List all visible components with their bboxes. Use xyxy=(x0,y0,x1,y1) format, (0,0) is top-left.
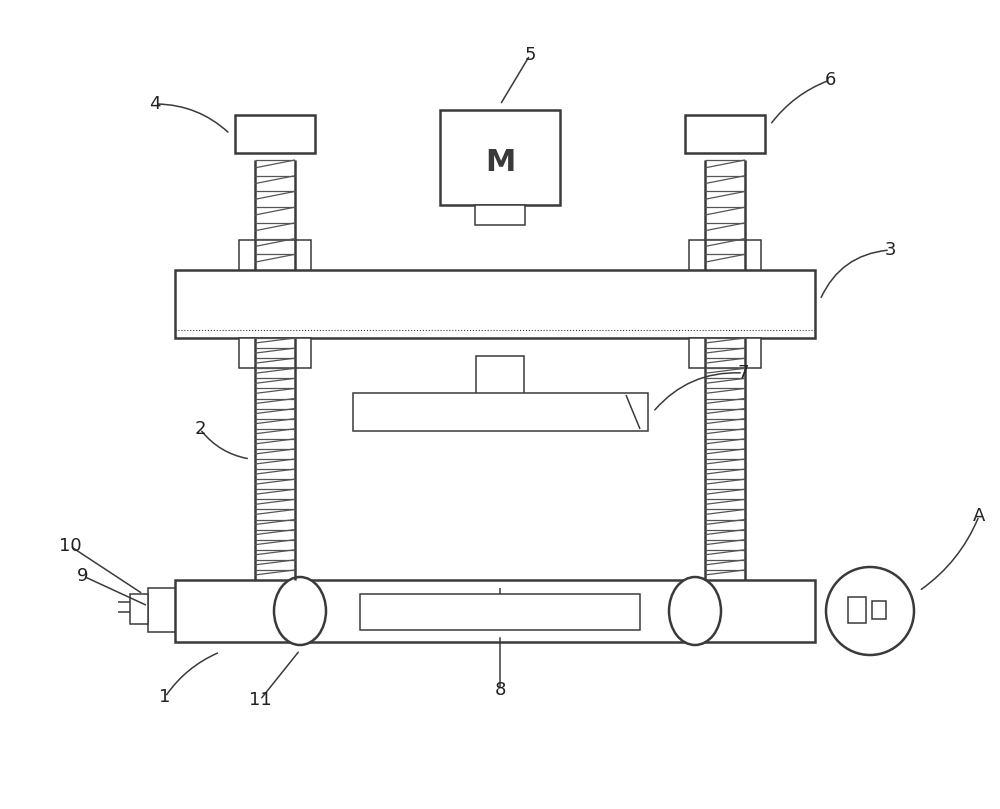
Ellipse shape xyxy=(274,577,326,645)
Bar xyxy=(685,115,765,153)
Bar xyxy=(239,338,311,368)
Text: A: A xyxy=(973,507,985,525)
Text: 2: 2 xyxy=(194,420,206,438)
Bar xyxy=(130,594,148,624)
Bar xyxy=(689,240,761,270)
Text: 9: 9 xyxy=(77,567,89,585)
Text: 11: 11 xyxy=(249,691,271,709)
Text: M: M xyxy=(485,147,515,176)
Text: 10: 10 xyxy=(59,537,81,555)
Bar xyxy=(475,205,525,225)
Bar xyxy=(148,588,175,632)
Circle shape xyxy=(826,567,914,655)
Bar xyxy=(476,356,524,394)
Bar xyxy=(353,393,648,431)
Ellipse shape xyxy=(669,577,721,645)
Bar xyxy=(872,601,886,619)
Bar xyxy=(239,240,311,270)
Text: 1: 1 xyxy=(159,688,171,706)
Text: 4: 4 xyxy=(149,95,161,113)
Bar xyxy=(360,594,640,630)
Bar xyxy=(440,110,560,205)
Bar xyxy=(689,338,761,368)
Text: 7: 7 xyxy=(737,364,749,382)
Bar xyxy=(848,597,866,623)
Bar xyxy=(235,115,315,153)
Text: 6: 6 xyxy=(824,71,836,89)
Bar xyxy=(175,580,815,642)
Text: 3: 3 xyxy=(884,241,896,259)
Text: 5: 5 xyxy=(524,46,536,64)
Text: 8: 8 xyxy=(494,681,506,699)
Bar xyxy=(175,270,815,338)
